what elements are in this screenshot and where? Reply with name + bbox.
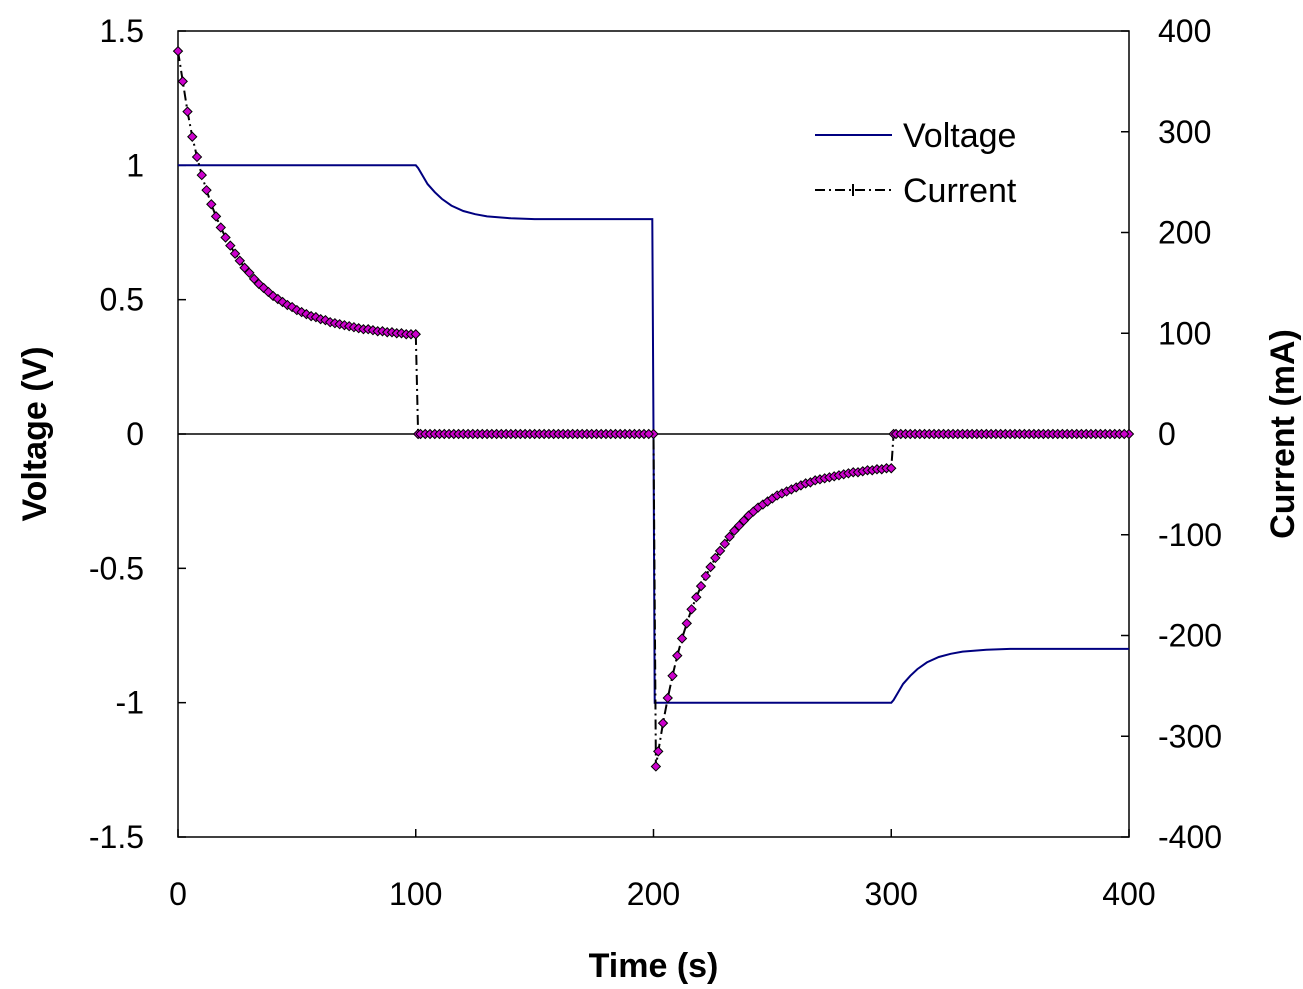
current-data-point <box>886 463 897 474</box>
x-tick-label: 300 <box>865 876 918 912</box>
current-data-point <box>248 273 260 285</box>
y2-tick-label: 0 <box>1158 416 1176 452</box>
y-tick-label: 1 <box>126 147 144 183</box>
current-data-point <box>657 717 669 729</box>
current-data-point <box>215 222 227 233</box>
current-data-point <box>719 538 731 550</box>
current-data-point <box>239 262 250 273</box>
current-data-point <box>225 240 236 251</box>
y2-tick-label: -200 <box>1158 618 1222 654</box>
current-data-point <box>738 515 750 526</box>
current-data-point <box>700 570 712 582</box>
current-data-point <box>686 604 697 615</box>
x-tick-label: 0 <box>169 876 187 912</box>
current-data-point <box>206 199 217 210</box>
x-axis-title: Time (s) <box>589 947 719 985</box>
current-data-point <box>182 106 193 117</box>
y2-tick-label: -100 <box>1158 517 1222 553</box>
y2-tick-label: 300 <box>1158 114 1211 150</box>
y2-tick-label: 100 <box>1158 315 1211 351</box>
y-tick-label: -1 <box>116 685 144 721</box>
legend-voltage-label: Voltage <box>903 117 1016 155</box>
current-data-point <box>244 267 255 279</box>
current-data-point <box>729 525 740 536</box>
y2-tick-label: 400 <box>1158 13 1211 49</box>
current-data-point <box>220 232 231 243</box>
current-data-point <box>662 692 673 704</box>
y2-tick-label: -400 <box>1158 819 1222 855</box>
current-data-point <box>695 580 707 592</box>
y-tick-label: 1.5 <box>100 13 144 49</box>
current-data-point <box>714 545 726 557</box>
current-data-point <box>643 428 654 440</box>
current-data-point <box>672 650 683 661</box>
current-data-point <box>724 531 735 542</box>
current-data-point <box>191 151 203 163</box>
y2-tick-label: -300 <box>1158 718 1222 754</box>
current-data-point <box>196 169 207 181</box>
current-data-point <box>667 670 678 682</box>
x-tick-label: 400 <box>1102 876 1155 912</box>
current-data-point <box>733 520 745 531</box>
axis-ticks: 0 100 200 300 400 -1.5 -1 -0.5 0 0.5 1 1.5 -400 -300 -… <box>89 13 1222 912</box>
y-tick-label: 0.5 <box>100 282 144 318</box>
y2-axis-title: Current (mA) <box>1264 329 1302 539</box>
current-data-point <box>201 184 212 196</box>
current-data-point <box>650 761 662 772</box>
current-data-point <box>172 45 184 57</box>
current-data-point <box>177 76 188 87</box>
current-data-point <box>234 255 246 266</box>
current-data-point <box>676 633 688 644</box>
y2-tick-label: 200 <box>1158 215 1211 251</box>
legend: Voltage Current <box>815 117 1017 210</box>
current-data-point <box>210 211 222 222</box>
y-tick-label: -1.5 <box>89 819 144 855</box>
current-data-point <box>691 592 702 603</box>
y-tick-label: -0.5 <box>89 550 144 586</box>
y-tick-label: 0 <box>126 416 144 452</box>
y-axis-title: Voltage (V) <box>16 346 54 521</box>
legend-current-label: Current <box>903 172 1017 210</box>
current-data-point <box>653 746 664 757</box>
current-series-line <box>177 50 1129 767</box>
current-data-point <box>187 131 198 142</box>
voltage-series-line <box>178 164 1129 704</box>
current-data-point <box>1119 428 1130 440</box>
data-series <box>172 45 1135 772</box>
current-data-point <box>705 561 716 573</box>
current-data-point <box>710 552 721 564</box>
x-tick-label: 100 <box>389 876 442 912</box>
current-data-point <box>410 329 421 340</box>
x-tick-label: 200 <box>627 876 680 912</box>
current-data-point <box>229 248 241 259</box>
current-data-point <box>681 618 692 629</box>
